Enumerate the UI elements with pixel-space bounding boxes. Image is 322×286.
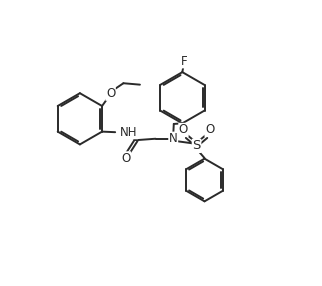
Text: O: O: [205, 123, 214, 136]
Text: N: N: [169, 132, 178, 145]
Text: O: O: [179, 123, 188, 136]
Text: O: O: [106, 87, 115, 100]
Text: O: O: [121, 152, 131, 165]
Text: S: S: [192, 139, 201, 152]
Text: F: F: [181, 55, 187, 68]
Text: NH: NH: [120, 126, 137, 139]
